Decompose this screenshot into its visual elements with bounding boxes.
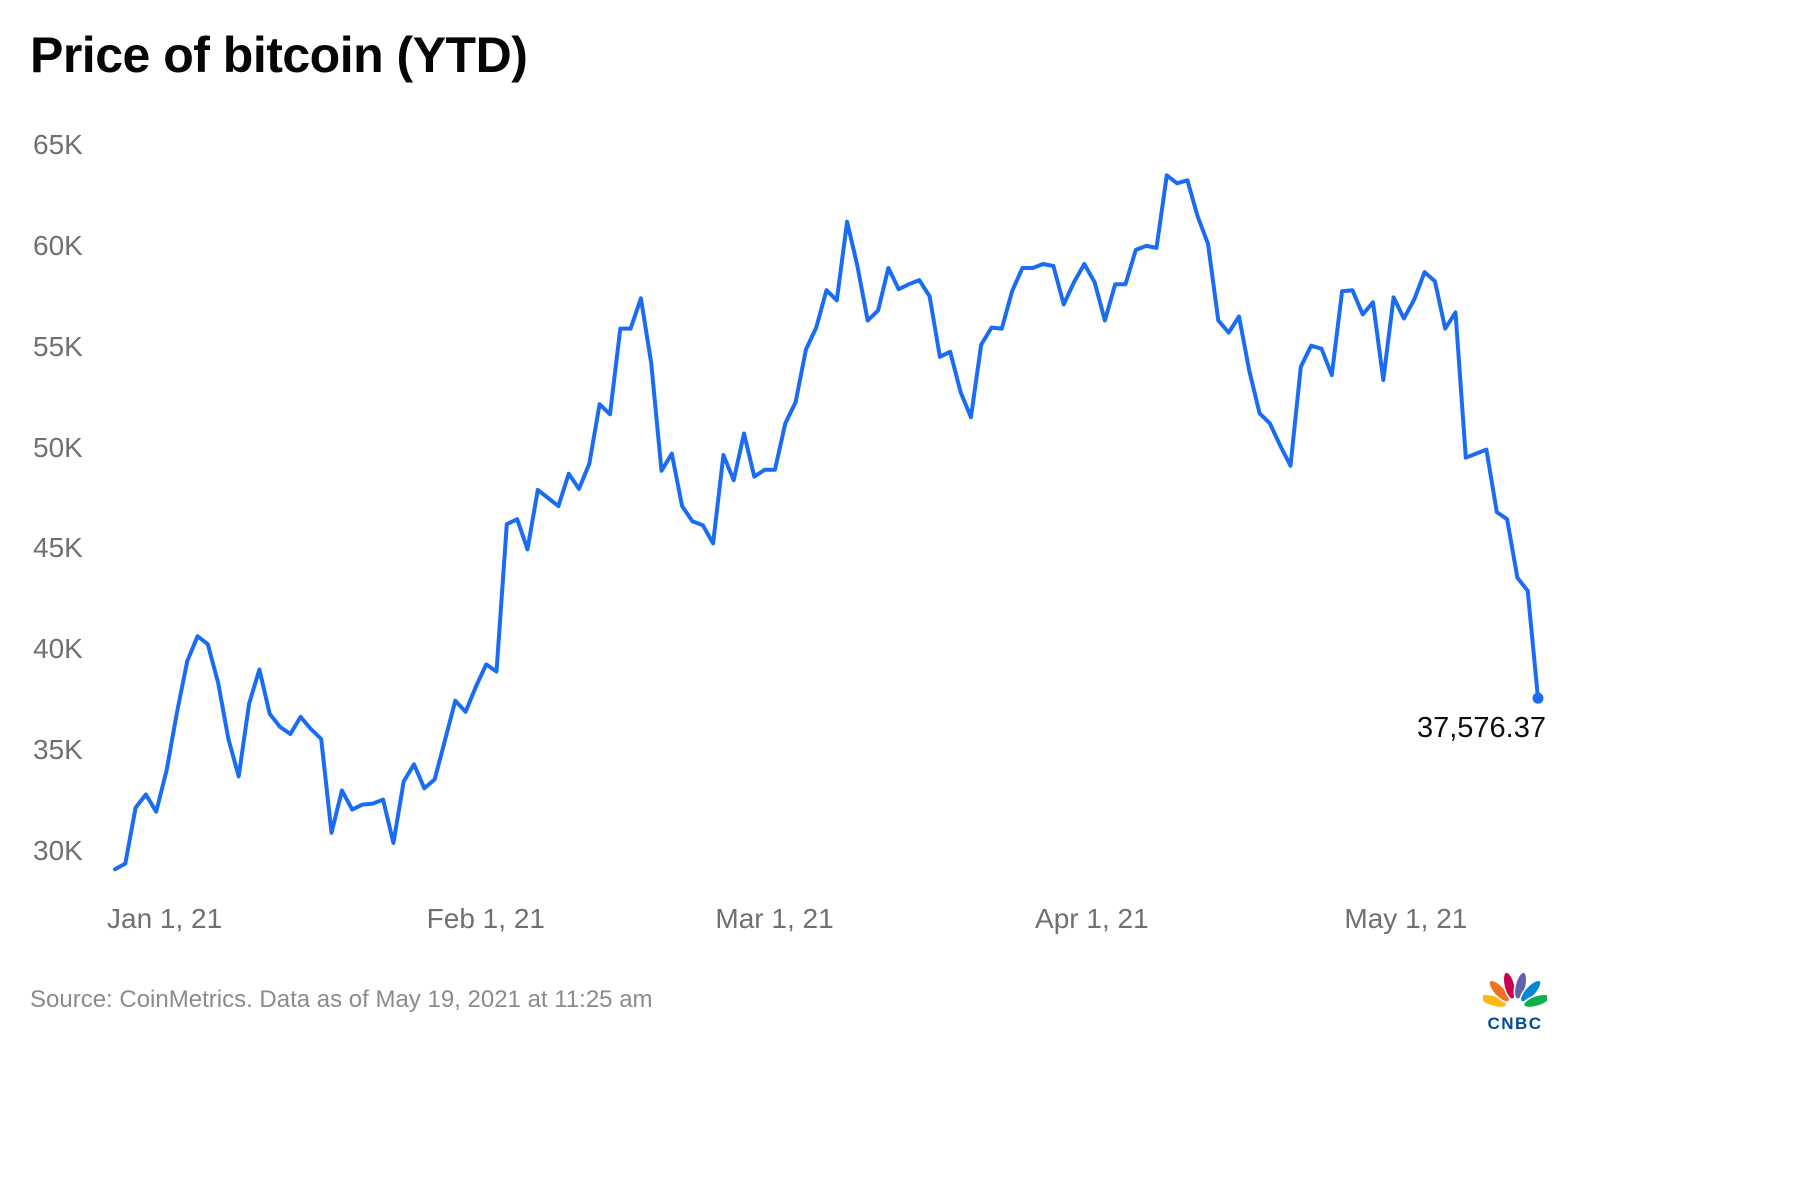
chart-title: Price of bitcoin (YTD) [30, 27, 528, 83]
peacock-feather [1488, 979, 1511, 1003]
cnbc-logo-text: CNBC [1487, 1014, 1543, 1033]
last-price-label: 37,576.37 [1416, 712, 1546, 745]
cnbc-logo: CNBC [1478, 966, 1552, 1034]
source-note: Source: CoinMetrics. Data as of May 19, … [30, 986, 653, 1013]
y-tick-label: 40K [33, 633, 83, 665]
peacock-feather [1519, 979, 1542, 1003]
x-tick-label: Apr 1, 21 [1035, 903, 1149, 934]
x-tick-label: Feb 1, 21 [426, 903, 545, 934]
last-point-dot [1532, 692, 1544, 704]
y-tick-label: 30K [33, 835, 83, 866]
x-tick-label: Jan 1, 21 [107, 903, 223, 934]
x-tick-label: Mar 1, 21 [715, 903, 834, 934]
y-tick-label: 65K [33, 129, 83, 160]
peacock-icon [1478, 971, 1552, 1009]
y-tick-label: 50K [33, 431, 83, 463]
y-tick-label: 60K [33, 229, 83, 261]
y-tick-label: 35K [33, 734, 83, 766]
price-line [113, 173, 1540, 872]
y-tick-label: 55K [33, 330, 83, 362]
y-tick-label: 45K [33, 532, 83, 564]
x-tick-label: May 1, 21 [1344, 903, 1468, 934]
